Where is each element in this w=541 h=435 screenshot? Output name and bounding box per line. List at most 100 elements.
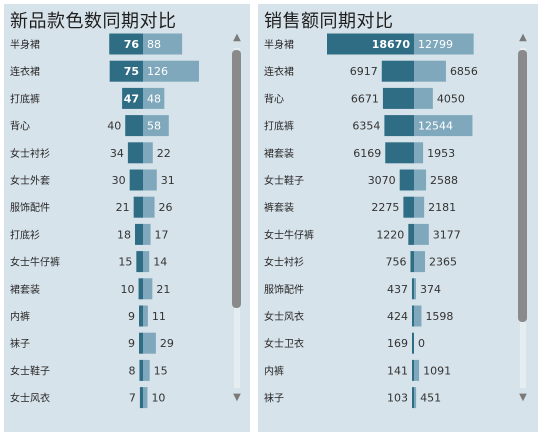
bar-current[interactable] [109, 60, 143, 82]
triangle-up-icon[interactable]: ▲ [519, 32, 527, 43]
bar-current[interactable] [410, 251, 414, 273]
bar-previous[interactable] [414, 169, 427, 191]
bar-current[interactable] [412, 387, 414, 409]
category-label: 女士衬衫 [264, 256, 304, 269]
bar-current[interactable] [129, 169, 143, 191]
bar-previous[interactable] [414, 142, 424, 164]
category-label: 半身裙 [10, 38, 40, 51]
bar-current[interactable] [412, 332, 414, 354]
bar-current[interactable] [139, 387, 143, 409]
bar-previous[interactable] [414, 305, 422, 327]
value-label-previous: 2365 [429, 256, 457, 269]
category-label: 服饰配件 [264, 283, 304, 296]
bar-previous[interactable] [143, 278, 153, 300]
category-label: 女士鞋子 [10, 364, 50, 377]
triangle-down-icon[interactable]: ▼ [233, 392, 241, 403]
value-label-previous: 11 [152, 310, 166, 323]
bar-previous[interactable] [414, 33, 474, 55]
bar-previous[interactable] [143, 251, 150, 273]
bar-current[interactable] [136, 251, 143, 273]
scroll-thumb[interactable] [232, 50, 241, 308]
bar-current[interactable] [381, 60, 414, 82]
bar-previous[interactable] [143, 33, 183, 55]
sales-comparison-panel: 销售额同期对比 半身裙 18670 12799 连衣裙 6917 6856 背心 6671 40… [258, 4, 538, 432]
bar-previous[interactable] [414, 387, 417, 409]
value-label-previous: 2181 [428, 201, 456, 214]
bar-current[interactable] [122, 87, 143, 109]
value-label-previous: 48 [147, 92, 161, 105]
bar-previous[interactable] [143, 87, 165, 109]
bar-previous[interactable] [414, 87, 433, 109]
bar-current[interactable] [133, 196, 143, 218]
bar-current[interactable] [403, 196, 414, 218]
bar-current[interactable] [384, 115, 414, 137]
value-label-current: 15 [118, 256, 132, 269]
bar-current[interactable] [411, 278, 414, 300]
category-label: 连衣裙 [10, 65, 40, 78]
value-label-previous: 4050 [437, 92, 465, 105]
value-label-current: 9 [128, 337, 135, 350]
bar-previous[interactable] [414, 251, 426, 273]
bar-previous[interactable] [414, 196, 425, 218]
bar-previous[interactable] [143, 332, 156, 354]
category-label: 女士衬衫 [10, 147, 50, 160]
bar-previous[interactable] [414, 223, 429, 245]
bar-current[interactable] [399, 169, 414, 191]
bar-current[interactable] [139, 359, 143, 381]
chart-title: 销售额同期对比 [264, 11, 394, 32]
bar-current[interactable] [125, 115, 143, 137]
value-label-current: 76 [124, 38, 140, 51]
category-label: 女士风衣 [10, 392, 50, 405]
bar-current[interactable] [109, 33, 143, 55]
value-label-previous: 31 [161, 174, 175, 187]
value-label-previous: 6856 [450, 65, 478, 78]
bar-current[interactable] [138, 278, 143, 300]
bar-previous[interactable] [414, 278, 416, 300]
value-label-current: 3070 [368, 174, 396, 187]
bar-previous[interactable] [143, 115, 169, 137]
bar-current[interactable] [135, 223, 143, 245]
value-label-previous: 22 [157, 147, 171, 160]
bar-current[interactable] [382, 87, 414, 109]
category-label: 女士风衣 [264, 310, 304, 323]
bar-previous[interactable] [143, 169, 157, 191]
value-label-current: 21 [116, 201, 130, 214]
bar-current[interactable] [327, 33, 414, 55]
bar-previous[interactable] [143, 359, 150, 381]
bar-previous[interactable] [414, 359, 420, 381]
bar-current[interactable] [412, 305, 414, 327]
value-label-current: 34 [110, 147, 124, 160]
scroll-thumb[interactable] [518, 50, 527, 322]
value-label-current: 6917 [350, 65, 378, 78]
bar-previous[interactable] [143, 142, 153, 164]
value-label-previous: 2588 [430, 174, 458, 187]
value-label-current: 2275 [371, 201, 399, 214]
bar-current[interactable] [139, 332, 143, 354]
bar-previous[interactable] [143, 387, 148, 409]
bar-current[interactable] [385, 142, 414, 164]
value-label-current: 6671 [351, 92, 379, 105]
bar-previous[interactable] [143, 196, 155, 218]
value-label-previous: 3177 [433, 228, 461, 241]
bar-previous[interactable] [143, 223, 151, 245]
bar-current[interactable] [127, 142, 143, 164]
category-label: 袜子 [264, 392, 284, 405]
bar-previous[interactable] [414, 115, 473, 137]
category-label: 半身裙 [264, 38, 294, 51]
value-label-current: 424 [387, 310, 408, 323]
bar-current[interactable] [408, 223, 414, 245]
bar-current[interactable] [412, 359, 414, 381]
value-label-current: 1220 [376, 228, 404, 241]
scrollbar[interactable]: ▲ ▼ [230, 32, 244, 404]
bar-current[interactable] [139, 305, 143, 327]
bar-previous[interactable] [414, 60, 446, 82]
triangle-down-icon[interactable]: ▼ [519, 392, 527, 403]
value-label-current: 10 [121, 283, 135, 296]
bar-previous[interactable] [143, 305, 148, 327]
scrollbar[interactable]: ▲ ▼ [516, 32, 530, 404]
triangle-up-icon[interactable]: ▲ [233, 32, 241, 43]
value-label-current: 7 [129, 392, 136, 405]
category-label: 连衣裙 [264, 65, 294, 78]
bar-previous[interactable] [143, 60, 199, 82]
value-label-previous: 26 [159, 201, 173, 214]
